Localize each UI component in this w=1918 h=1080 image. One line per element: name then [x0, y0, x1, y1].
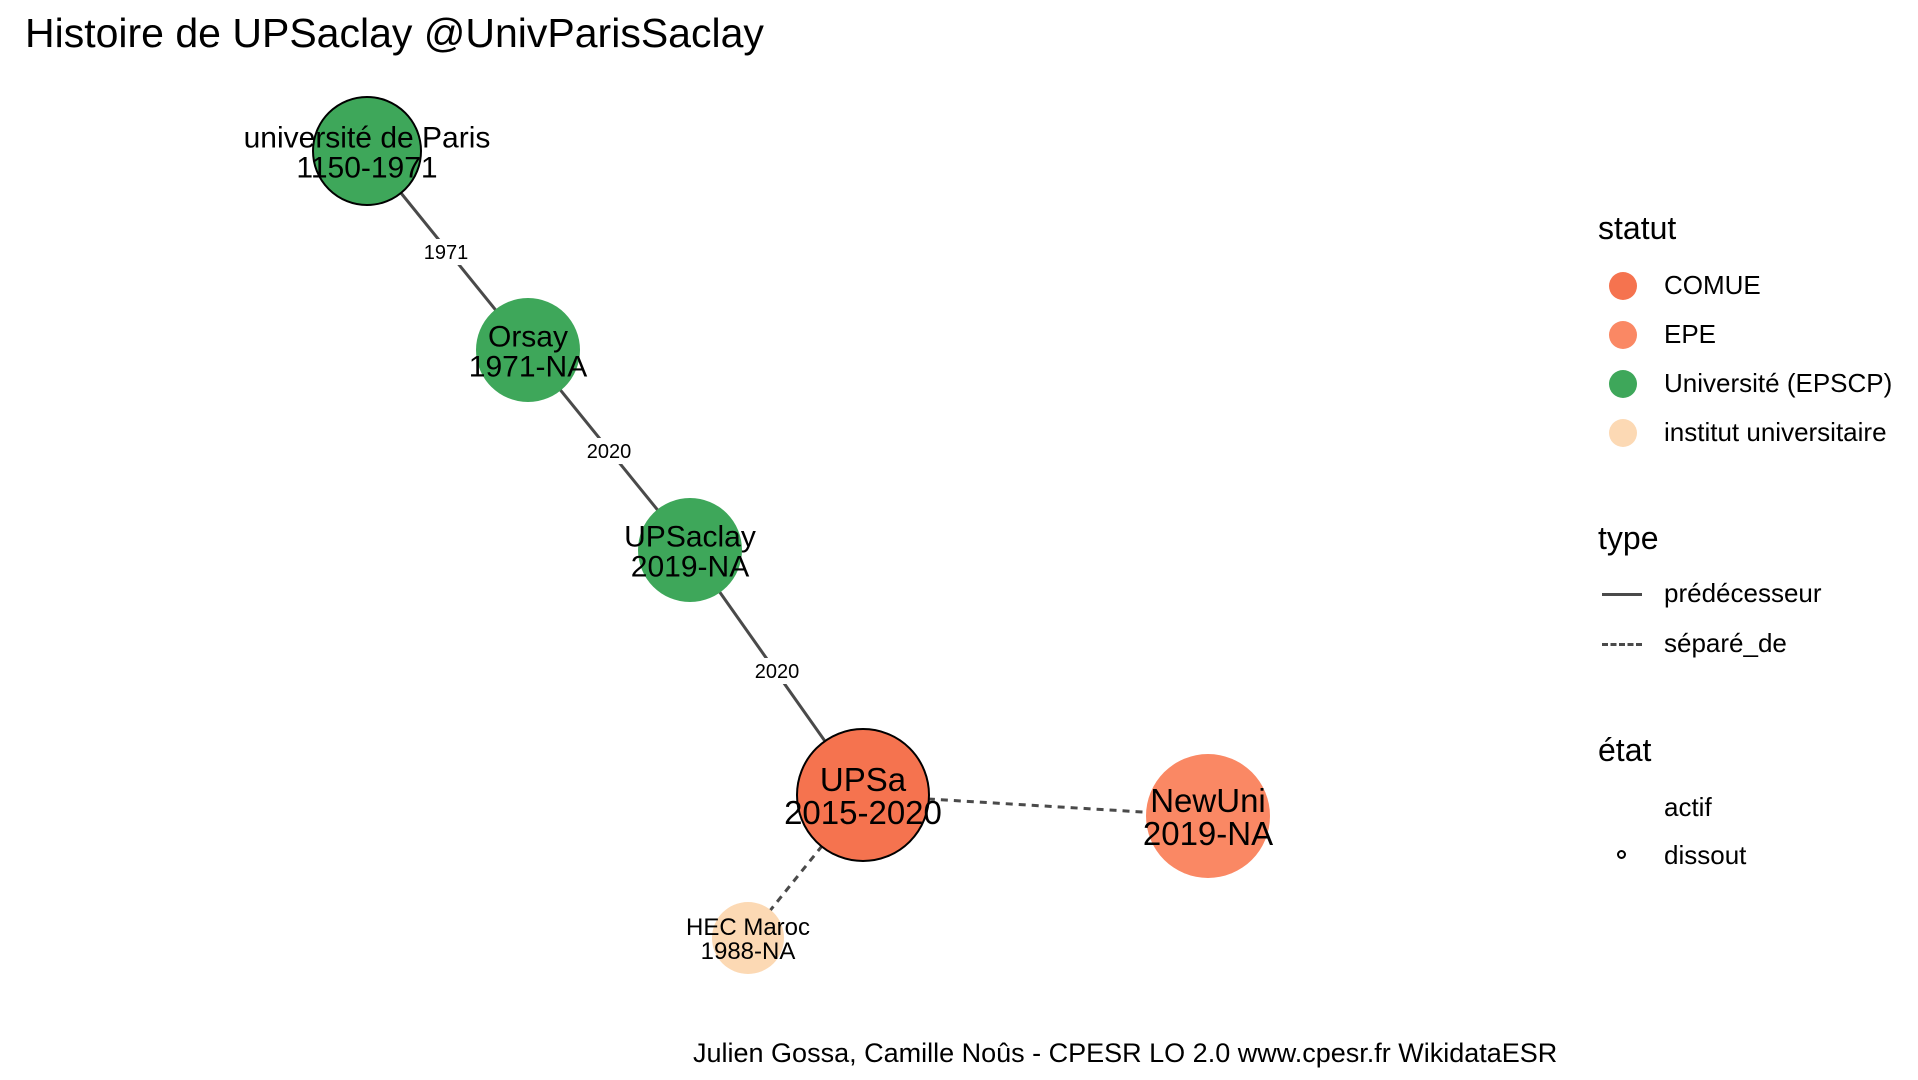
node-name-newuni: NewUni: [1150, 782, 1266, 819]
node-years-upsaclay: 2019-NA: [631, 550, 749, 583]
edge-label-bg: [747, 658, 807, 684]
legend-line-solid: [1602, 593, 1642, 596]
node-years-upsa: 2015-2020: [784, 794, 942, 831]
legend-type-title: type: [1598, 520, 1659, 556]
legend-label-institut: institut universitaire: [1664, 417, 1887, 447]
node-paris: [312, 96, 422, 206]
legend-label-predecesseur: prédécesseur: [1664, 578, 1822, 608]
legend-statut-item-comue: COMUE: [1598, 266, 1918, 306]
nodes-layer: [312, 96, 1270, 974]
legend-swatch-epe: [1609, 321, 1637, 349]
edge-label-paris-orsay: 1971: [424, 242, 469, 264]
edge-label-orsay-upsaclay: 2020: [587, 441, 632, 463]
legend-statut-item-epe: EPE: [1598, 315, 1918, 355]
edge-label-upsaclay-upsa: 2020: [755, 661, 800, 683]
node-upsaclay: [638, 498, 742, 602]
legend-etat-item-actif: actif: [1598, 788, 1918, 828]
legend-etat-item-dissout: dissout: [1598, 836, 1918, 876]
node-hec: [712, 902, 784, 974]
legend-label-actif: actif: [1664, 792, 1712, 822]
node-name-upsaclay: UPSaclay: [624, 520, 756, 553]
legend-label-dissout: dissout: [1664, 840, 1747, 870]
node-years-orsay: 1971-NA: [469, 350, 587, 383]
node-newuni: [1146, 754, 1270, 878]
node-name-hec: HEC Maroc: [686, 914, 810, 941]
legend-type-item-separe: séparé_de: [1598, 624, 1918, 664]
legend-label-epe: EPE: [1664, 319, 1717, 349]
caption-text: Julien Gossa, Camille Noûs - CPESR LO 2.…: [693, 1038, 1558, 1068]
edge-label-bg: [416, 239, 476, 265]
node-orsay: [476, 298, 580, 402]
legend-type-item-predecesseur: prédécesseur: [1598, 574, 1918, 614]
legend-line-dashed: [1602, 643, 1642, 646]
edge-label-bg: [579, 438, 639, 464]
legend-etat-title: état: [1598, 732, 1652, 768]
node-years-paris: 1150-1971: [296, 151, 437, 184]
node-name-orsay: Orsay: [488, 320, 568, 353]
legend-swatch-comue: [1609, 272, 1637, 300]
legend-swatch-institut: [1609, 419, 1637, 447]
node-years-hec: 1988-NA: [701, 938, 796, 965]
legend-statut-title: statut: [1598, 210, 1677, 246]
node-upsa: [796, 728, 930, 862]
legend-label-separe: séparé_de: [1664, 628, 1787, 658]
chart-title: Histoire de UPSaclay @UnivParisSaclay: [25, 10, 764, 56]
legend-statut-item-universite: Université (EPSCP): [1598, 364, 1918, 404]
legend-label-universite: Université (EPSCP): [1664, 368, 1893, 398]
legend-statut-item-institut: institut universitaire: [1598, 413, 1918, 453]
node-name-upsa: UPSa: [820, 761, 907, 798]
legend-label-comue: COMUE: [1664, 270, 1761, 300]
legend-swatch-universite: [1609, 370, 1637, 398]
node-years-newuni: 2019-NA: [1143, 815, 1273, 852]
node-name-paris: université de Paris: [244, 121, 491, 154]
legend-ring-dissout: [1617, 850, 1626, 859]
